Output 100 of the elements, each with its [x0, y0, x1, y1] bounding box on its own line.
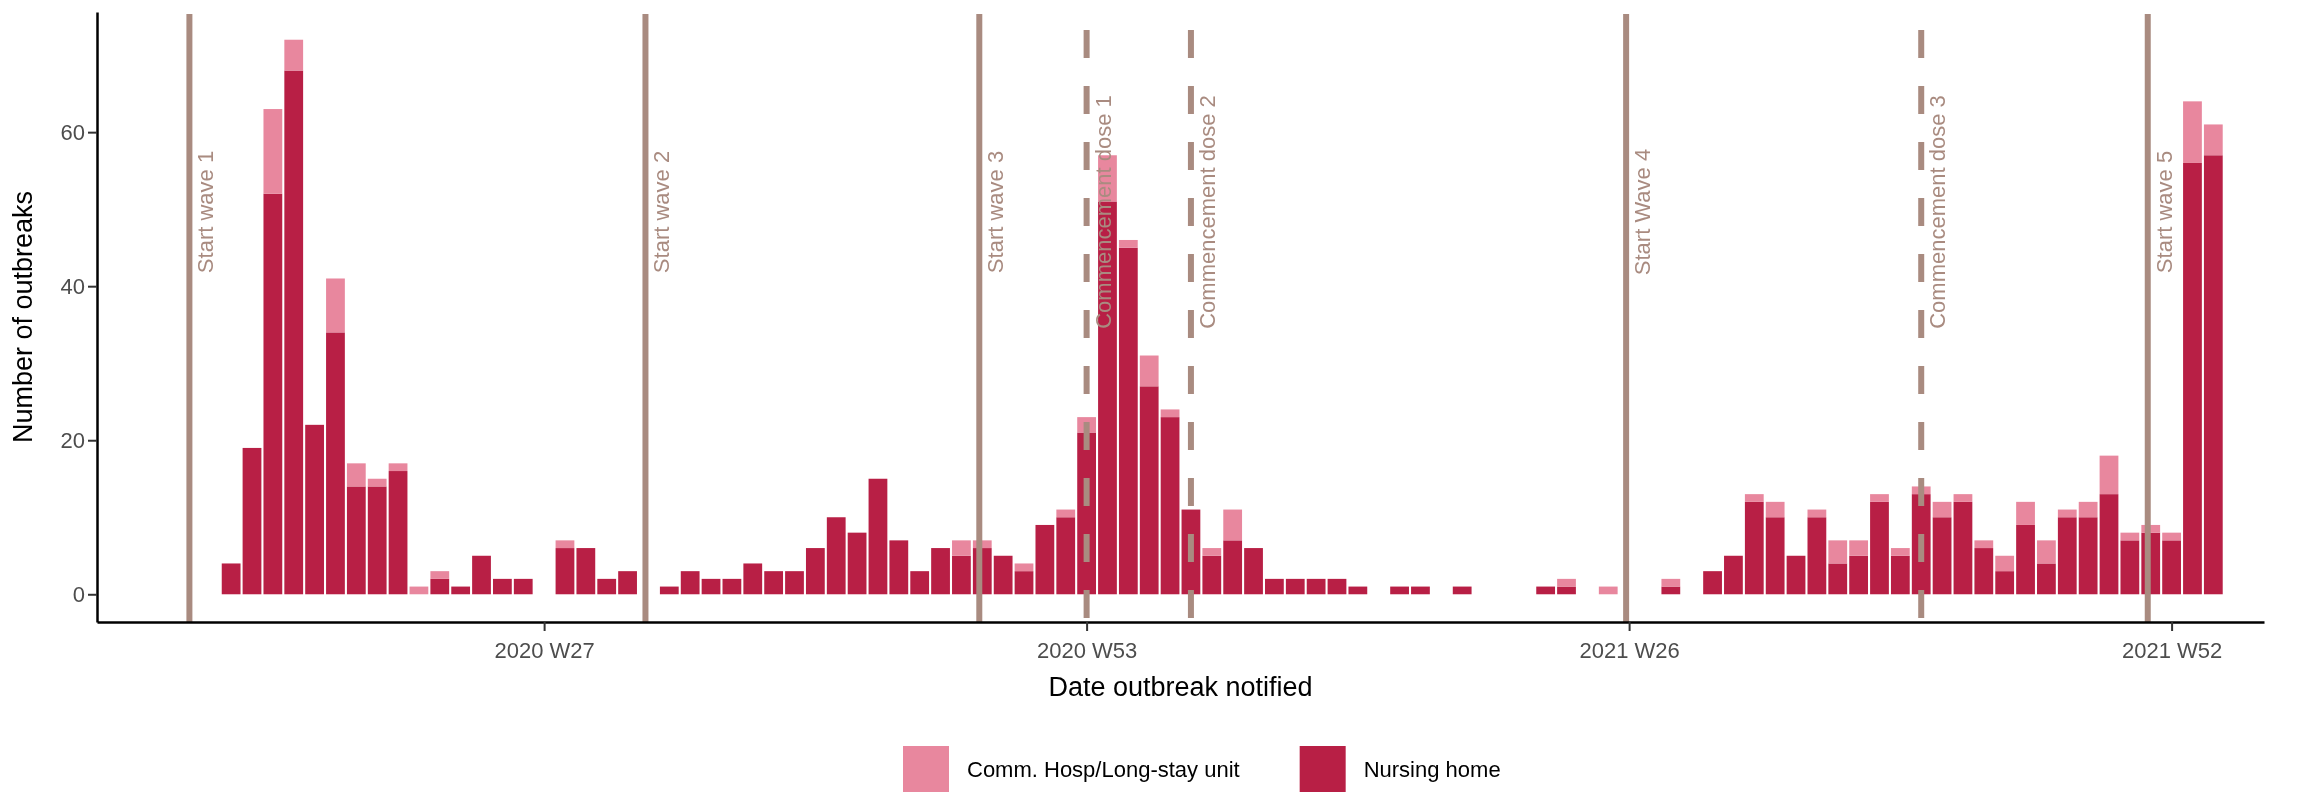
bar: [1786, 555, 1806, 595]
bar: [284, 70, 304, 595]
bar: [2120, 540, 2140, 595]
bar: [1348, 586, 1368, 595]
bar: [597, 578, 617, 595]
bar: [555, 540, 575, 549]
bar: [1661, 578, 1681, 587]
y-tick-label: 40: [60, 273, 85, 299]
bar: [2037, 540, 2056, 564]
bar: [2099, 455, 2119, 495]
bar: [993, 555, 1013, 595]
x-axis-title: Date outbreak notified: [1048, 672, 1313, 702]
bar: [1807, 509, 1827, 518]
ref-line-label: Start wave 3: [983, 150, 1009, 274]
bar: [1744, 501, 1764, 595]
bar: [1932, 501, 1952, 518]
bar: [1557, 586, 1576, 595]
bar: [284, 39, 304, 71]
bar: [1118, 247, 1138, 595]
bar: [430, 571, 450, 579]
bar: [2037, 563, 2056, 595]
ref-line-label: Commencement dose 1: [1090, 95, 1116, 329]
bar: [1828, 540, 1848, 564]
bar: [826, 517, 846, 595]
bar: [1160, 417, 1180, 595]
bar: [2057, 517, 2077, 595]
bar: [743, 563, 763, 595]
bar: [2099, 494, 2119, 595]
bar: [555, 548, 575, 595]
bar: [1223, 509, 1243, 541]
bar: [1932, 517, 1952, 595]
bar: [1202, 555, 1222, 595]
bar: [1244, 548, 1263, 595]
bar: [764, 571, 784, 595]
bar: [1452, 586, 1472, 595]
bar: [659, 586, 679, 595]
ref-line-label: Commencement dose 3: [1925, 95, 1951, 329]
bar: [1411, 586, 1430, 595]
bar: [1765, 501, 1785, 518]
bar: [1974, 540, 1994, 549]
bar: [2016, 524, 2035, 595]
bar: [1953, 501, 1973, 595]
bar: [680, 571, 700, 595]
bar: [1598, 586, 1618, 595]
legend-label: Comm. Hosp/Long-stay unit: [967, 757, 1240, 782]
bar: [805, 548, 825, 595]
bar: [952, 555, 971, 595]
bar: [868, 478, 888, 595]
bar: [2203, 155, 2223, 595]
bar: [326, 332, 345, 595]
bar: [1139, 355, 1159, 387]
bar: [1536, 586, 1556, 595]
bar: [263, 109, 283, 194]
bar: [1890, 555, 1910, 595]
bar: [1306, 578, 1326, 595]
bar: [1056, 509, 1076, 518]
bar: [1139, 386, 1159, 595]
bar: [1557, 578, 1576, 587]
bar: [618, 571, 637, 595]
bar: [492, 578, 512, 595]
ref-line-label: Start wave 1: [193, 150, 219, 274]
bar: [722, 578, 742, 595]
bar: [1995, 555, 2015, 572]
bar: [576, 548, 596, 595]
bar: [367, 486, 387, 595]
ref-line-label: Commencement dose 2: [1194, 95, 1220, 329]
bar: [2183, 101, 2202, 163]
y-tick-label: 0: [72, 581, 85, 607]
bar: [388, 471, 408, 595]
bar: [1056, 517, 1076, 595]
bar: [388, 463, 408, 472]
bar: [367, 478, 387, 487]
bar: [221, 563, 241, 595]
bar: [1035, 524, 1055, 595]
bar: [701, 578, 721, 595]
ref-line-label: Start wave 2: [649, 150, 675, 274]
bar: [785, 571, 804, 595]
bar: [1014, 571, 1034, 595]
bar: [326, 278, 345, 333]
bar: [1744, 494, 1764, 502]
bar: [2078, 517, 2098, 595]
x-tick-label: 2021 W26: [1579, 638, 1680, 664]
bar: [1849, 540, 1869, 556]
bar: [1974, 548, 1994, 595]
y-axis-title: Number of outbreaks: [8, 190, 38, 444]
bar: [1995, 571, 2015, 595]
bar: [1849, 555, 1869, 595]
bar: [1703, 571, 1722, 595]
bar: [305, 424, 324, 595]
bar: [1765, 517, 1785, 595]
y-tick-label: 20: [60, 427, 85, 453]
bar: [952, 540, 971, 556]
bar: [1390, 586, 1409, 595]
bar: [1890, 548, 1910, 556]
bar: [1807, 517, 1827, 595]
bar: [1661, 586, 1681, 595]
x-tick-label: 2020 W53: [1036, 638, 1138, 664]
bar: [2203, 124, 2223, 156]
bar: [430, 578, 450, 595]
bar: [2016, 501, 2035, 525]
